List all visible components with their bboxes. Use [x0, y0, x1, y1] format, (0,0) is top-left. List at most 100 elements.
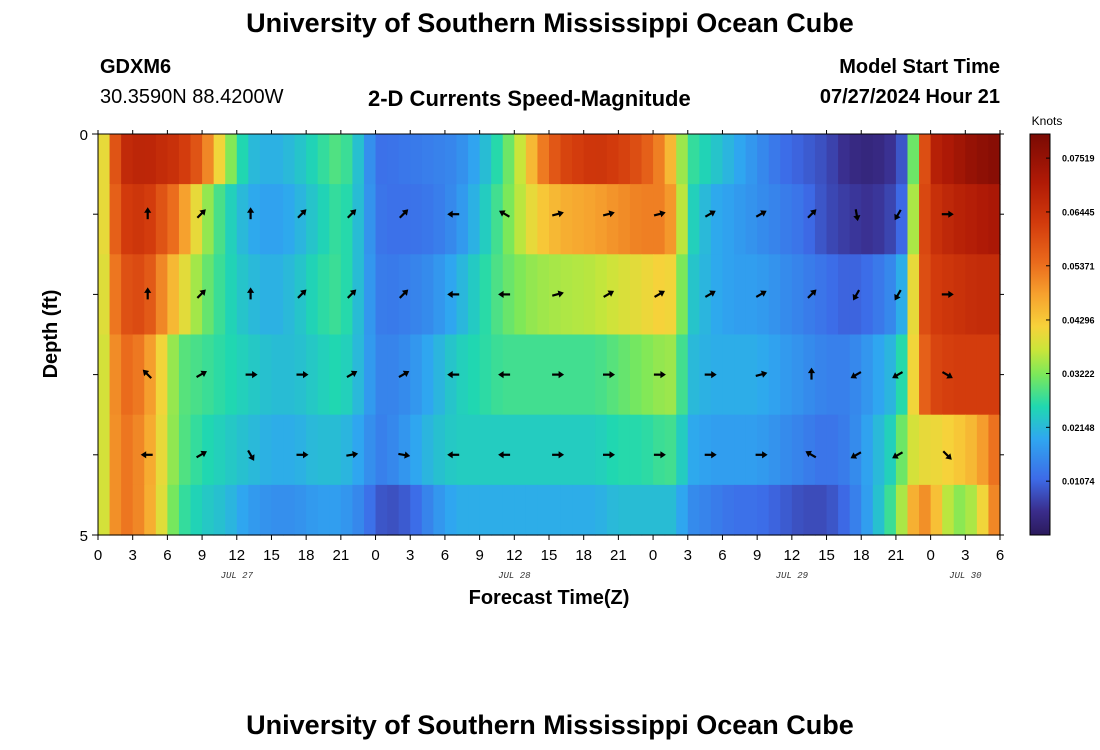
heatmap-cell — [352, 184, 365, 255]
current-arrow — [196, 450, 207, 459]
heatmap-cell — [676, 184, 689, 255]
heatmap-cell — [190, 484, 203, 536]
heatmap-cell — [283, 484, 296, 536]
heatmap-cell — [444, 414, 458, 486]
heatmap-cell — [468, 254, 481, 336]
heatmap-cell — [919, 134, 932, 185]
current-arrow-head — [401, 209, 409, 216]
current-arrow-head — [608, 210, 615, 218]
heatmap-cell — [953, 254, 966, 336]
colorbar-tick-label: 0.03222 — [1062, 369, 1095, 379]
heatmap-cell — [560, 334, 573, 416]
heatmap-cell — [352, 254, 365, 336]
heatmap-cell — [236, 414, 249, 486]
heatmap-cell — [456, 254, 469, 336]
heatmap-cell — [919, 184, 932, 255]
current-arrow — [755, 370, 768, 378]
station-coordinates: 30.3590N 88.4200W — [100, 86, 284, 108]
heatmap-cell — [687, 414, 700, 486]
current-arrow — [196, 370, 207, 379]
heatmap-cell — [653, 134, 666, 185]
heatmap-cell — [583, 414, 596, 486]
heatmap-cell — [167, 134, 180, 185]
heatmap-cell — [942, 484, 955, 536]
heatmap-cell — [687, 254, 700, 336]
date-label: JUL 27 — [221, 571, 254, 581]
current-arrow — [755, 210, 767, 218]
heatmap-cell — [352, 334, 365, 416]
heatmap-cell — [734, 134, 747, 185]
current-arrow-head — [349, 209, 357, 216]
heatmap-cell — [734, 184, 747, 255]
current-arrow — [704, 371, 717, 379]
heatmap-cell — [387, 334, 400, 416]
heatmap-cell — [583, 134, 596, 185]
station-id: GDXM6 — [100, 56, 172, 78]
x-tick-label: 18 — [575, 547, 592, 564]
x-tick-label: 12 — [784, 547, 801, 564]
current-arrow-head — [760, 210, 767, 217]
heatmap-cell — [398, 254, 411, 336]
colorbar-tick-label: 0.07519 — [1062, 154, 1095, 164]
heatmap-cell — [687, 484, 700, 536]
heatmap-cell — [826, 184, 839, 255]
current-arrow — [805, 450, 817, 459]
current-arrow-head — [498, 371, 504, 379]
heatmap-cell — [791, 134, 805, 185]
heatmap-cell — [953, 334, 966, 416]
y-tick-label: 5 — [80, 528, 88, 545]
heatmap-cell — [421, 484, 434, 536]
heatmap-cell — [606, 184, 619, 255]
heatmap-cell — [132, 414, 145, 486]
heatmap-cell — [340, 484, 354, 536]
heatmap-cell — [549, 414, 562, 486]
heatmap-cell — [838, 184, 851, 255]
heatmap-cell — [121, 484, 134, 536]
heatmap-cell — [259, 184, 273, 255]
heatmap-cell — [387, 184, 400, 255]
heatmap-cell — [340, 414, 354, 486]
heatmap-cell — [872, 134, 885, 185]
heatmap-cell — [618, 254, 631, 336]
heatmap-cell — [710, 484, 724, 536]
heatmap-cell — [202, 184, 215, 255]
heatmap-cell — [248, 254, 261, 336]
current-arrow-head — [709, 290, 716, 297]
current-arrow — [447, 210, 460, 218]
heatmap-cell — [398, 184, 411, 255]
heatmap-cell — [190, 134, 203, 185]
heatmap-cell — [375, 484, 388, 536]
heatmap-cell — [560, 134, 573, 185]
heatmap-cell — [537, 414, 550, 486]
heatmap-cell — [306, 334, 319, 416]
heatmap-cell — [768, 484, 781, 536]
heatmap-cell — [98, 254, 111, 336]
current-arrow — [140, 451, 153, 459]
current-arrow-head — [247, 207, 255, 213]
current-arrow — [941, 210, 954, 218]
heatmap-cell — [132, 484, 145, 536]
x-tick-label: 15 — [818, 547, 835, 564]
heatmap-cell — [433, 254, 446, 336]
heatmap-cell — [757, 134, 770, 185]
heatmap-cell — [259, 254, 273, 336]
heatmap-cell — [699, 184, 712, 255]
heatmap-cell — [225, 254, 238, 336]
heatmap-cell — [884, 254, 897, 336]
heatmap-cell — [144, 484, 157, 536]
heatmap-cell — [965, 134, 978, 185]
heatmap-cell — [225, 134, 238, 185]
heatmap-cell — [491, 414, 504, 486]
heatmap-cell — [213, 254, 226, 336]
current-arrow — [447, 290, 460, 298]
heatmap-cell — [872, 334, 885, 416]
current-arrow-head — [498, 451, 504, 459]
date-label: JUL 30 — [949, 571, 982, 581]
current-arrow-head — [199, 289, 206, 296]
heatmap-cell — [363, 414, 377, 486]
model-start-label: Model Start Time — [839, 56, 1000, 78]
heatmap-cell — [317, 334, 330, 416]
heatmap-cell — [317, 484, 330, 536]
heatmap-cell — [502, 184, 515, 255]
heatmap-cell — [433, 184, 446, 255]
